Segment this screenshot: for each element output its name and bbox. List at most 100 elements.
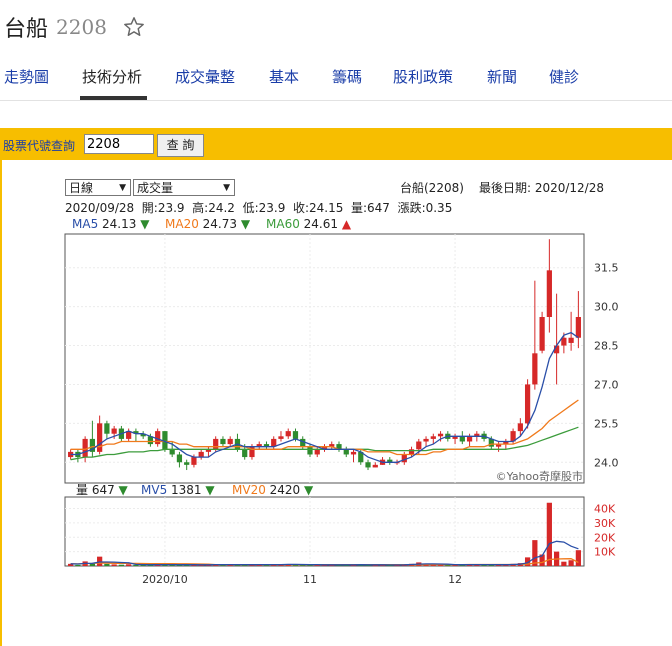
watermark: ©Yahoo奇摩股市: [496, 469, 583, 483]
candle-body: [314, 449, 320, 455]
candle-body: [503, 441, 509, 445]
candle-body: [198, 451, 204, 458]
volume-bar: [539, 554, 545, 566]
volume-bar: [234, 564, 241, 566]
volume-bar: [111, 564, 117, 566]
candle-body: [155, 431, 161, 445]
candle-body: [292, 431, 299, 439]
volume-bar: [430, 564, 436, 566]
query-button[interactable]: 查 詢: [157, 134, 204, 157]
stock-code-input[interactable]: [84, 134, 154, 154]
candle-body: [466, 436, 473, 442]
candle-body: [546, 270, 552, 317]
volume-bar: [524, 557, 531, 566]
candle-body: [495, 444, 502, 447]
moving-average-lines: [70, 331, 579, 463]
candlesticks: [68, 239, 581, 471]
candle-body: [474, 433, 480, 437]
candle-body: [249, 446, 255, 458]
ohlc-info: 2020/09/28 開:23.9 高:24.2 低:23.9 收:24.15 …: [65, 200, 452, 215]
volume-bar: [488, 564, 494, 566]
volume-bar: [423, 564, 429, 566]
volume-bar: [474, 564, 480, 566]
candle-body: [75, 451, 81, 458]
volume-legend-item: MV20 2420 ▼: [232, 483, 314, 497]
period-select[interactable]: 日線 ▼: [65, 179, 131, 196]
candle-body: [213, 438, 219, 450]
candle-body: [89, 438, 95, 452]
volume-bar: [97, 556, 103, 566]
tab-dividend-policy[interactable]: 股利政策: [393, 68, 454, 86]
candle-body: [394, 462, 400, 464]
ma20-line: [70, 399, 579, 456]
candle-body: [162, 431, 168, 450]
volume-average-lines: [70, 540, 579, 566]
volume-bar: [300, 564, 306, 566]
tab-technical-analysis[interactable]: 技術分析: [82, 68, 143, 86]
tab-trade-summary[interactable]: 成交彙整: [175, 68, 236, 86]
volume-bar: [314, 564, 320, 566]
volume-bar: [554, 551, 560, 566]
volume-bar: [532, 540, 538, 566]
volume-bar: [343, 564, 349, 566]
period-select-value: 日線: [69, 181, 94, 195]
stock-header: 台船 2208: [4, 10, 145, 44]
volume-bar: [379, 564, 386, 566]
candle-body: [459, 436, 465, 442]
volume-bar: [387, 564, 393, 566]
volume-bars: [68, 502, 581, 567]
candle-body: [575, 317, 581, 338]
volume-bar: [155, 564, 161, 566]
volume-tick-label: 30K: [594, 517, 616, 530]
volume-bar: [517, 563, 523, 566]
date-tick-label: 11: [303, 573, 317, 586]
candle-body: [118, 428, 125, 439]
volume-tick-label: 10K: [594, 546, 616, 559]
candle-body: [408, 449, 415, 455]
indicator-select[interactable]: 成交量 ▼: [133, 179, 235, 196]
volume-tick-label: 40K: [594, 503, 616, 516]
volume-bar: [263, 564, 270, 566]
nav-tabs: 走勢圖 技術分析 成交彙整 基本 籌碼 股利政策 新聞 健診: [0, 62, 672, 100]
price-tick-label: 27.0: [594, 378, 619, 391]
candle-body: [176, 454, 183, 463]
candle-body: [227, 438, 233, 445]
stock-query-bar: 股票代號查詢 查 詢: [0, 128, 672, 160]
volume-bar: [358, 564, 364, 566]
volume-bar: [227, 564, 233, 566]
candle-body: [517, 423, 523, 432]
tab-basic[interactable]: 基本: [269, 68, 300, 86]
volume-bar: [437, 564, 444, 566]
favorite-star-icon[interactable]: [123, 16, 145, 38]
volume-bar: [568, 560, 574, 566]
date-axis: 2020/10 11 12: [142, 573, 462, 586]
candle-body: [234, 438, 241, 450]
tab-chips[interactable]: 籌碼: [332, 68, 363, 86]
tab-news[interactable]: 新聞: [487, 68, 518, 86]
dropdown-arrow-icon: ▼: [223, 183, 230, 193]
query-label: 股票代號查詢: [3, 139, 76, 153]
volume-bar: [278, 564, 284, 566]
volume-bar: [133, 564, 139, 566]
volume-bar: [459, 564, 465, 566]
candle-body: [82, 438, 88, 458]
price-tick-label: 31.5: [594, 262, 619, 275]
candle-body: [68, 451, 74, 458]
candle-body: [256, 444, 262, 447]
tab-health-check[interactable]: 健診: [549, 68, 580, 86]
candle-body: [350, 451, 357, 455]
candle-body: [278, 436, 284, 439]
volume-bar: [445, 564, 451, 566]
volume-bar: [68, 563, 74, 566]
candle-body: [133, 431, 139, 434]
tab-trend[interactable]: 走勢圖: [4, 68, 50, 86]
active-tab-indicator: [80, 96, 147, 100]
candle-body: [242, 449, 248, 458]
candle-body: [561, 337, 567, 346]
volume-bar: [198, 564, 204, 566]
volume-bar: [191, 564, 197, 566]
volume-bar: [408, 563, 415, 566]
volume-bar: [285, 564, 291, 566]
volume-bar: [118, 564, 125, 566]
volume-bar: [336, 564, 342, 566]
